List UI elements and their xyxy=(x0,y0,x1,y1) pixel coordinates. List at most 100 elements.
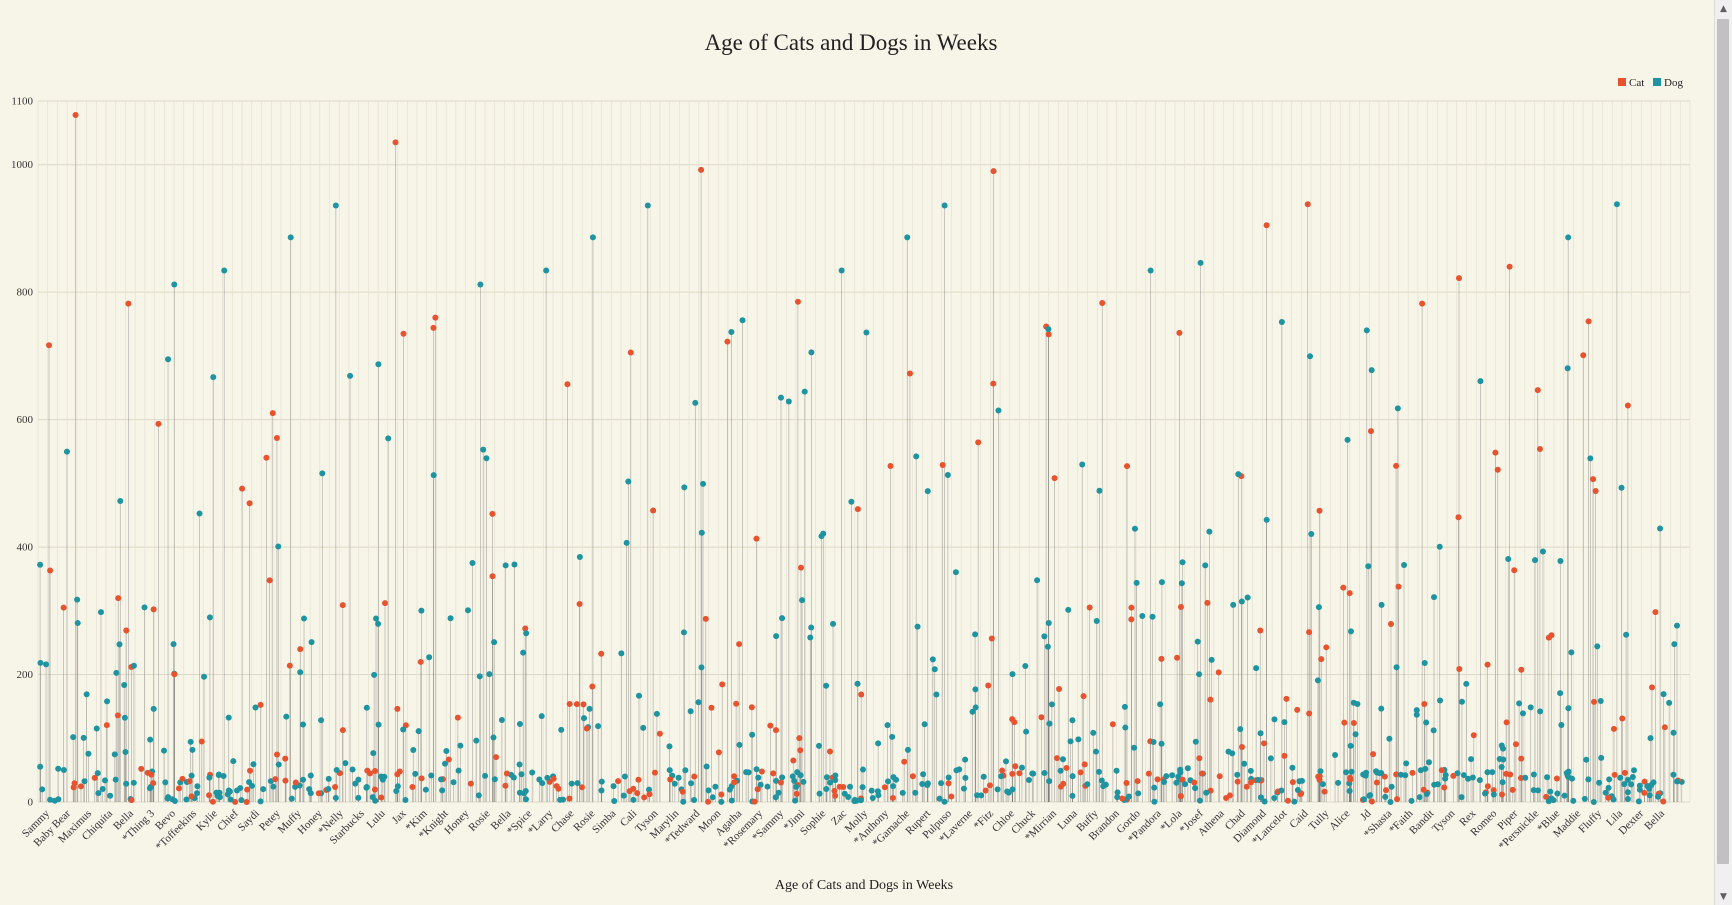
dog-data-point[interactable] xyxy=(808,349,815,356)
cat-data-point[interactable] xyxy=(400,330,407,337)
dog-data-point[interactable] xyxy=(1150,739,1157,746)
dog-data-point[interactable] xyxy=(319,470,326,477)
dog-data-point[interactable] xyxy=(333,766,340,773)
cat-data-point[interactable] xyxy=(263,454,270,461)
dog-data-point[interactable] xyxy=(1069,773,1076,780)
dog-data-point[interactable] xyxy=(1631,767,1638,774)
dog-data-point[interactable] xyxy=(1564,365,1571,372)
dog-data-point[interactable] xyxy=(1646,792,1653,799)
dog-data-point[interactable] xyxy=(1565,234,1572,241)
dog-data-point[interactable] xyxy=(969,708,976,715)
dog-data-point[interactable] xyxy=(1534,787,1541,794)
cat-data-point[interactable] xyxy=(1394,796,1401,803)
dog-data-point[interactable] xyxy=(37,561,44,568)
cat-data-point[interactable] xyxy=(1321,788,1328,795)
cat-data-point[interactable] xyxy=(702,615,709,622)
cat-data-point[interactable] xyxy=(1281,752,1288,759)
cat-data-point[interactable] xyxy=(418,775,425,782)
dog-data-point[interactable] xyxy=(1636,786,1643,793)
dog-data-point[interactable] xyxy=(112,776,119,783)
cat-data-point[interactable] xyxy=(724,338,731,345)
cat-data-point[interactable] xyxy=(1177,793,1184,800)
cat-data-point[interactable] xyxy=(372,767,379,774)
cat-data-point[interactable] xyxy=(244,786,251,793)
cat-data-point[interactable] xyxy=(1154,776,1161,783)
cat-data-point[interactable] xyxy=(598,650,605,657)
cat-data-point[interactable] xyxy=(564,381,571,388)
dog-data-point[interactable] xyxy=(1519,710,1526,717)
dog-data-point[interactable] xyxy=(1624,789,1631,796)
cat-data-point[interactable] xyxy=(715,749,722,756)
cat-data-point[interactable] xyxy=(417,658,424,665)
dog-data-point[interactable] xyxy=(476,673,483,680)
dog-data-point[interactable] xyxy=(1291,798,1298,805)
cat-data-point[interactable] xyxy=(1012,763,1019,770)
dog-data-point[interactable] xyxy=(777,394,784,401)
cat-data-point[interactable] xyxy=(836,783,843,790)
dog-data-point[interactable] xyxy=(113,669,120,676)
cat-data-point[interactable] xyxy=(402,722,409,729)
cat-data-point[interactable] xyxy=(881,784,888,791)
dog-data-point[interactable] xyxy=(823,682,830,689)
dog-data-point[interactable] xyxy=(1044,643,1051,650)
dog-data-point[interactable] xyxy=(1247,767,1254,774)
dog-data-point[interactable] xyxy=(1624,796,1631,803)
dog-data-point[interactable] xyxy=(1030,770,1037,777)
cat-data-point[interactable] xyxy=(432,314,439,321)
dog-data-point[interactable] xyxy=(1151,798,1158,805)
dog-data-point[interactable] xyxy=(598,778,605,785)
dog-data-point[interactable] xyxy=(426,654,433,661)
dog-data-point[interactable] xyxy=(1005,789,1012,796)
dog-data-point[interactable] xyxy=(1476,777,1483,784)
dog-data-point[interactable] xyxy=(847,783,854,790)
cat-data-point[interactable] xyxy=(123,627,130,634)
dog-data-point[interactable] xyxy=(705,787,712,794)
cat-data-point[interactable] xyxy=(1318,656,1325,663)
cat-data-point[interactable] xyxy=(1621,769,1628,776)
cat-data-point[interactable] xyxy=(1109,721,1116,728)
dog-data-point[interactable] xyxy=(81,778,88,785)
cat-data-point[interactable] xyxy=(667,776,674,783)
dog-data-point[interactable] xyxy=(529,769,536,776)
cat-data-point[interactable] xyxy=(1512,741,1519,748)
cat-data-point[interactable] xyxy=(1056,686,1063,693)
cat-data-point[interactable] xyxy=(1580,352,1587,359)
cat-data-point[interactable] xyxy=(797,747,804,754)
dog-data-point[interactable] xyxy=(1670,771,1677,778)
cat-data-point[interactable] xyxy=(630,785,637,792)
dog-data-point[interactable] xyxy=(297,669,304,676)
cat-data-point[interactable] xyxy=(179,775,186,782)
dog-data-point[interactable] xyxy=(775,789,782,796)
dog-data-point[interactable] xyxy=(1550,797,1557,804)
dog-data-point[interactable] xyxy=(447,615,454,622)
cat-data-point[interactable] xyxy=(1053,755,1060,762)
cat-data-point[interactable] xyxy=(292,779,299,786)
dog-data-point[interactable] xyxy=(1422,765,1429,772)
dog-data-point[interactable] xyxy=(1352,731,1359,738)
dog-data-point[interactable] xyxy=(1363,327,1370,334)
cat-data-point[interactable] xyxy=(634,790,641,797)
cat-data-point[interactable] xyxy=(366,770,373,777)
dog-data-point[interactable] xyxy=(206,774,213,781)
dog-data-point[interactable] xyxy=(666,767,673,774)
cat-data-point[interactable] xyxy=(46,342,53,349)
dog-data-point[interactable] xyxy=(1596,779,1603,786)
dog-data-point[interactable] xyxy=(1430,727,1437,734)
dog-data-point[interactable] xyxy=(924,782,931,789)
dog-data-point[interactable] xyxy=(1516,700,1523,707)
cat-data-point[interactable] xyxy=(454,714,461,721)
dog-data-point[interactable] xyxy=(94,770,101,777)
dog-data-point[interactable] xyxy=(102,777,109,784)
dog-data-point[interactable] xyxy=(74,596,81,603)
dog-data-point[interactable] xyxy=(1131,744,1138,751)
dog-data-point[interactable] xyxy=(400,726,407,733)
dog-data-point[interactable] xyxy=(318,717,325,724)
dog-data-point[interactable] xyxy=(442,760,449,767)
dog-data-point[interactable] xyxy=(1388,783,1395,790)
cat-data-point[interactable] xyxy=(1119,795,1126,802)
scrollbar-thumb[interactable] xyxy=(1717,19,1729,864)
cat-data-point[interactable] xyxy=(1455,275,1462,282)
dog-data-point[interactable] xyxy=(1416,794,1423,801)
dog-data-point[interactable] xyxy=(498,717,505,724)
cat-data-point[interactable] xyxy=(985,682,992,689)
